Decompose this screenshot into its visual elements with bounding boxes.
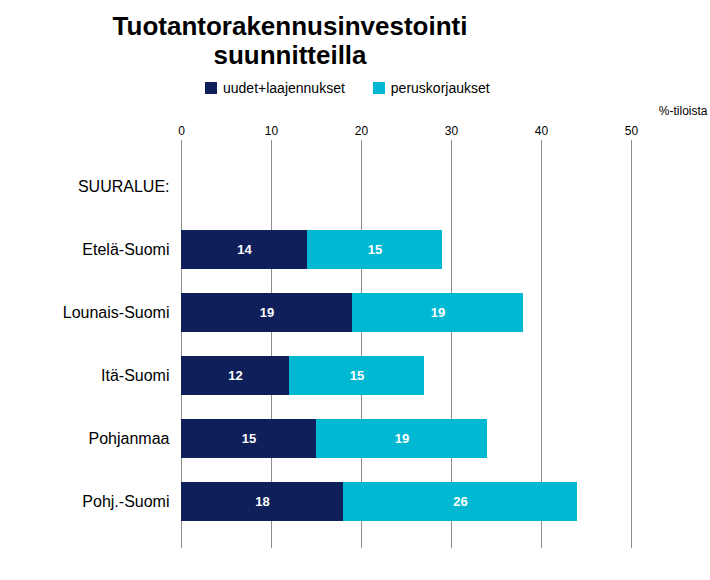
svg-text:Pohj.-Suomi: Pohj.-Suomi: [82, 493, 169, 510]
html-text:Tuotantorakennusinvestointi su: Tuotantorakennusinvestointi suunnitteill…: [112, 11, 468, 70]
html-text:peruskorjaukset: peruskorjaukset: [390, 80, 490, 96]
svg-text:19: 19: [260, 305, 274, 320]
svg-text:Pohjanmaa: Pohjanmaa: [89, 430, 170, 447]
svg-text:30: 30: [445, 124, 459, 138]
svg-text:15: 15: [350, 368, 364, 383]
svg-text:0: 0: [178, 124, 185, 138]
svg-text:15: 15: [242, 431, 256, 446]
svg-text:40: 40: [535, 124, 549, 138]
svg-text:50: 50: [625, 124, 639, 138]
svg-text:26: 26: [453, 494, 467, 509]
svg-text:Lounais-Suomi: Lounais-Suomi: [63, 304, 170, 321]
svg-text:18: 18: [255, 494, 269, 509]
svg-text:12: 12: [228, 368, 242, 383]
svg-text:20: 20: [355, 124, 369, 138]
svg-text:15: 15: [368, 242, 382, 257]
svg-text:Itä-Suomi: Itä-Suomi: [101, 367, 169, 384]
svg-text:SUURALUE:: SUURALUE:: [78, 178, 170, 195]
svg-text:19: 19: [395, 431, 409, 446]
svg-text:14: 14: [237, 242, 252, 257]
svg-text:%-tiloista: %-tiloista: [659, 104, 708, 118]
svg-text:10: 10: [265, 124, 279, 138]
html-text:uudet+laajennukset: uudet+laajennukset: [223, 80, 345, 96]
svg-text:Etelä-Suomi: Etelä-Suomi: [82, 241, 169, 258]
svg-text:19: 19: [431, 305, 445, 320]
